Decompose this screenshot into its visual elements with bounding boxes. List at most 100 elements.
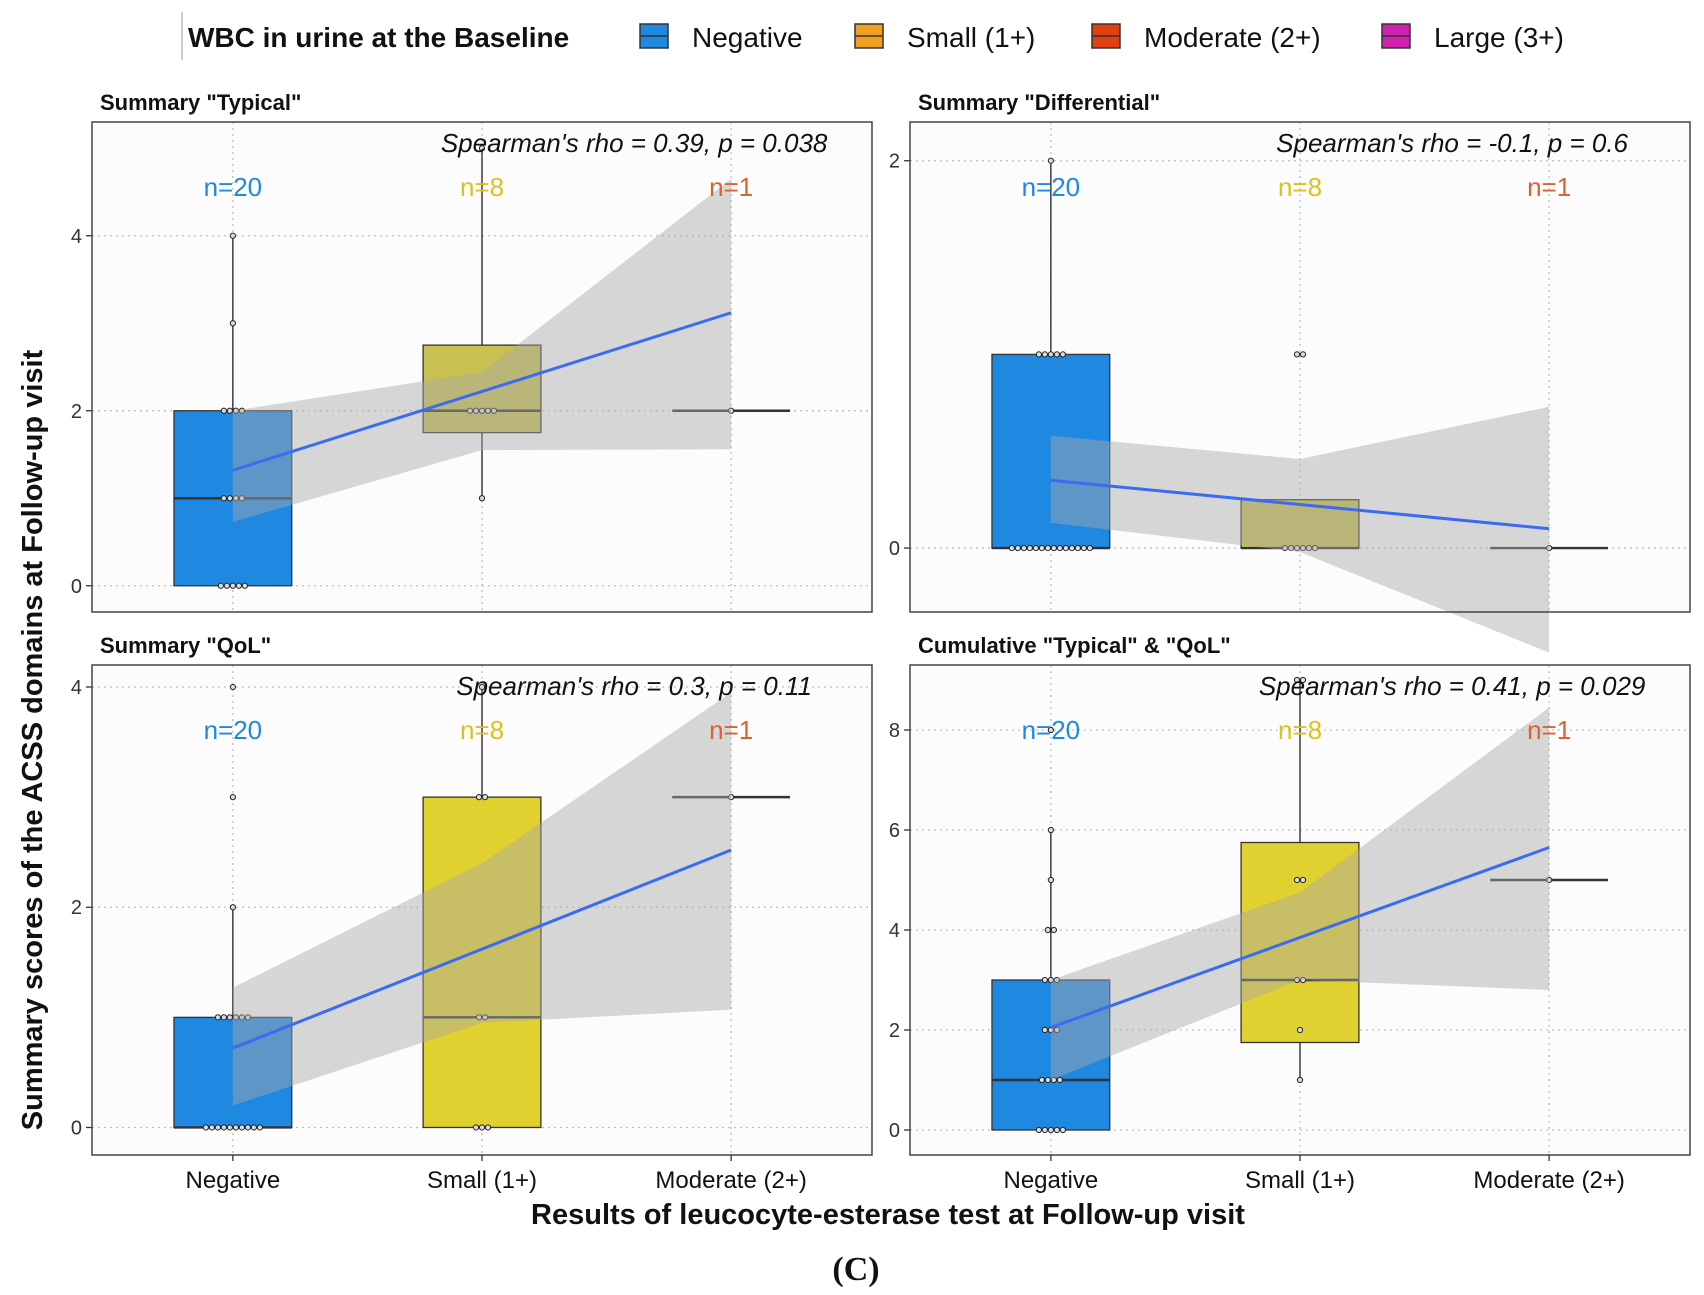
- data-point: [1050, 1076, 1057, 1084]
- data-point: [1044, 926, 1051, 934]
- data-point: [226, 1014, 233, 1021]
- data-point: [202, 1124, 209, 1131]
- data-point: [232, 495, 239, 502]
- data-point: [484, 407, 492, 414]
- data-point: [1053, 1026, 1060, 1034]
- panel-title-typical: Summary "Typical": [100, 90, 301, 115]
- data-point: [728, 794, 735, 801]
- n-label-2: n=1: [1527, 172, 1571, 202]
- data-point: [1047, 351, 1054, 358]
- n-label-1: n=8: [460, 715, 504, 745]
- n-label-0: n=20: [1022, 172, 1081, 202]
- legend-label-2: Moderate (2+): [1144, 22, 1321, 53]
- data-point: [1068, 544, 1075, 552]
- data-point: [481, 1014, 489, 1021]
- data-point: [238, 407, 245, 414]
- confidence-band: [232, 692, 732, 1106]
- data-point: [1299, 544, 1307, 552]
- data-point: [490, 407, 498, 414]
- y-tick-label: 2: [889, 151, 900, 173]
- data-point: [478, 495, 486, 502]
- data-point: [1044, 544, 1051, 552]
- data-point: [241, 582, 248, 589]
- data-point: [235, 582, 242, 589]
- data-point: [226, 407, 233, 414]
- data-point: [1080, 544, 1087, 552]
- data-point: [478, 683, 486, 691]
- data-point: [472, 1124, 480, 1131]
- y-tick-label: 0: [889, 1120, 900, 1142]
- data-point: [1296, 1076, 1304, 1084]
- data-point: [250, 1124, 257, 1131]
- x-axis-title: Results of leucocyte-esterase test at Fo…: [531, 1199, 1245, 1231]
- n-label-2: n=1: [709, 172, 753, 202]
- data-point: [1086, 544, 1093, 552]
- data-point: [226, 495, 233, 502]
- data-point: [481, 794, 489, 801]
- data-point: [1041, 351, 1048, 358]
- data-point: [1305, 544, 1313, 552]
- data-point: [1293, 976, 1301, 984]
- data-point: [1047, 726, 1054, 734]
- data-point: [478, 145, 486, 152]
- data-point: [232, 1124, 239, 1131]
- data-point: [226, 1124, 233, 1131]
- trend-line: [1050, 478, 1550, 531]
- data-point: [1035, 351, 1042, 358]
- data-point: [238, 1124, 245, 1131]
- box-1: [1240, 841, 1360, 1044]
- data-point: [475, 1014, 483, 1021]
- n-label-1: n=8: [460, 172, 504, 202]
- y-tick-label: 8: [889, 720, 900, 742]
- data-point: [232, 1014, 239, 1021]
- data-point: [1299, 976, 1307, 984]
- data-point: [238, 1014, 245, 1021]
- y-tick-label: 0: [71, 1117, 82, 1139]
- data-point: [1038, 1076, 1045, 1084]
- n-label-0: n=20: [204, 715, 263, 745]
- data-point: [214, 1014, 221, 1021]
- data-point: [1293, 544, 1301, 552]
- data-point: [478, 1124, 486, 1131]
- data-point: [208, 1124, 215, 1131]
- data-point: [1047, 157, 1054, 164]
- trend-line: [232, 311, 732, 472]
- plot-border: [91, 121, 873, 613]
- spearman-annotation: Spearman's rho = 0.41, p = 0.029: [1259, 671, 1646, 701]
- confidence-band: [232, 178, 732, 522]
- data-point: [244, 1124, 251, 1131]
- data-point: [229, 232, 236, 239]
- y-tick-label: 0: [889, 538, 900, 560]
- y-tick-label: 4: [889, 920, 900, 942]
- data-point: [1062, 544, 1069, 552]
- panel-cumulative: Cumulative "Typical" & "QoL" 0 2 4 6 8 Spearma…: [889, 633, 1691, 1194]
- data-point: [1041, 1026, 1048, 1034]
- y-tick-label: 2: [71, 401, 82, 423]
- data-point: [1311, 544, 1319, 552]
- data-point: [1293, 351, 1301, 358]
- trend-line: [1050, 846, 1550, 1029]
- x-tick-label-1: Small (1+): [427, 1167, 537, 1194]
- spearman-annotation: Spearman's rho = 0.3, p = 0.11: [456, 671, 812, 701]
- figure-caption: (C): [832, 1251, 879, 1288]
- y-tick-label: 2: [71, 897, 82, 919]
- data-point: [1293, 676, 1301, 684]
- data-point: [1053, 351, 1060, 358]
- data-point: [1299, 351, 1307, 358]
- confidence-band: [1050, 406, 1550, 653]
- data-point: [223, 582, 230, 589]
- data-point: [1047, 826, 1054, 834]
- data-point: [1032, 544, 1039, 552]
- data-point: [229, 794, 236, 801]
- confidence-band: [1050, 707, 1550, 1080]
- box-1: [422, 796, 542, 1129]
- data-point: [220, 1124, 227, 1131]
- data-point: [1035, 1126, 1042, 1134]
- data-point: [1008, 544, 1015, 552]
- panel-typical: Summary "Typical" 0 2 4 Spearman's rho = 0.3…: [71, 90, 873, 613]
- data-point: [229, 320, 236, 327]
- data-point: [238, 495, 245, 502]
- data-point: [1038, 544, 1045, 552]
- panel-differential: Summary "Differential" 0 2 Spearman's rho =…: [889, 90, 1691, 653]
